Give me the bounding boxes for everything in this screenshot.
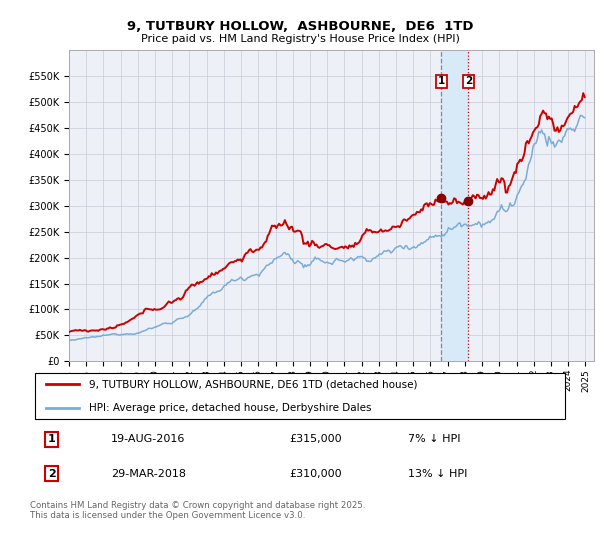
Text: 2: 2: [465, 77, 472, 86]
Text: Price paid vs. HM Land Registry's House Price Index (HPI): Price paid vs. HM Land Registry's House …: [140, 34, 460, 44]
Text: 2: 2: [48, 469, 55, 479]
Text: 1: 1: [48, 434, 55, 444]
Text: 9, TUTBURY HOLLOW,  ASHBOURNE,  DE6  1TD: 9, TUTBURY HOLLOW, ASHBOURNE, DE6 1TD: [127, 20, 473, 32]
Bar: [441, 50, 469, 361]
Text: 7% ↓ HPI: 7% ↓ HPI: [408, 434, 461, 444]
Text: 19-AUG-2016: 19-AUG-2016: [111, 434, 185, 444]
Text: HPI: Average price, detached house, Derbyshire Dales: HPI: Average price, detached house, Derb…: [89, 403, 372, 413]
Text: 9, TUTBURY HOLLOW, ASHBOURNE, DE6 1TD (detached house): 9, TUTBURY HOLLOW, ASHBOURNE, DE6 1TD (d…: [89, 379, 418, 389]
FancyBboxPatch shape: [35, 373, 565, 419]
Text: Contains HM Land Registry data © Crown copyright and database right 2025.
This d: Contains HM Land Registry data © Crown c…: [30, 501, 365, 520]
Text: £315,000: £315,000: [289, 434, 342, 444]
Text: 29-MAR-2018: 29-MAR-2018: [111, 469, 186, 479]
Text: 1: 1: [437, 77, 445, 86]
Text: £310,000: £310,000: [289, 469, 342, 479]
Text: 13% ↓ HPI: 13% ↓ HPI: [408, 469, 467, 479]
